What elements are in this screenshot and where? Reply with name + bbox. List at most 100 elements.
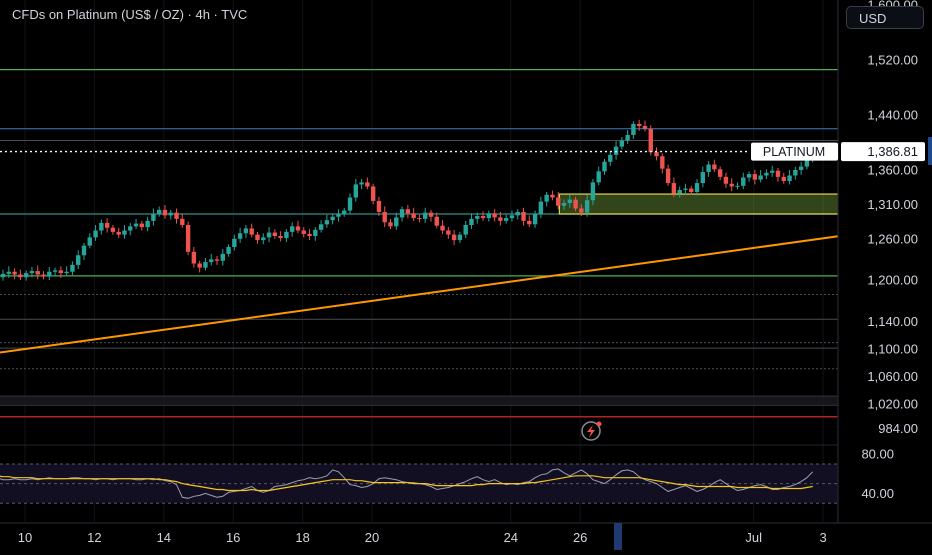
candle-body	[764, 172, 769, 176]
candle	[654, 147, 659, 161]
candle-body	[793, 170, 798, 176]
rsi-tick-label: 40.00	[861, 486, 894, 501]
lightning-icon-bolt	[587, 425, 595, 438]
candle-body	[723, 176, 729, 184]
candle-body	[544, 194, 549, 202]
candle-body	[388, 222, 393, 227]
candle	[752, 170, 758, 185]
trend-line[interactable]	[0, 235, 839, 354]
candle	[625, 130, 630, 144]
currency-selector[interactable]: USD	[846, 6, 924, 29]
candle-body	[527, 220, 532, 225]
candle	[613, 141, 619, 160]
candle	[110, 225, 116, 235]
candle	[561, 199, 567, 210]
candle	[70, 261, 75, 276]
candle	[237, 227, 243, 243]
candle-body	[394, 217, 399, 227]
lightning-icon-ring	[581, 421, 601, 441]
candle-body	[185, 225, 191, 252]
candle-body	[180, 218, 185, 225]
candle-body	[677, 189, 682, 194]
candle	[162, 205, 168, 219]
candle	[457, 231, 463, 243]
candle-body	[781, 176, 786, 181]
candle	[527, 215, 532, 228]
candle	[272, 229, 278, 239]
candle	[243, 225, 249, 239]
candle-body	[625, 134, 630, 141]
candle-body	[590, 182, 596, 201]
candle-body	[226, 247, 231, 254]
candle-body	[428, 212, 434, 217]
price-tick-label: 1,140.00	[867, 314, 918, 329]
candle	[492, 209, 497, 222]
candle-body	[417, 218, 422, 220]
price-axis[interactable]: 1,600.001,520.001,440.001,360.001,310.00…	[751, 0, 932, 550]
candle	[770, 165, 775, 177]
candle	[608, 150, 613, 166]
candle	[596, 166, 601, 186]
candle-body	[214, 259, 220, 261]
price-tick-label: 1,200.00	[867, 273, 918, 288]
candle-body	[261, 237, 266, 241]
time-tick-label: 26	[573, 530, 587, 545]
candle	[203, 258, 208, 271]
candle	[729, 178, 734, 192]
candle	[284, 229, 289, 243]
candle	[434, 212, 439, 229]
candle	[151, 208, 156, 226]
candle-body	[741, 177, 746, 186]
last-price-value: 1,386.81	[867, 144, 918, 159]
candle	[133, 218, 139, 230]
candle-body	[64, 271, 69, 274]
candle	[232, 234, 237, 251]
candle-body	[174, 212, 179, 219]
candle-body	[81, 245, 87, 256]
candle-body	[660, 156, 665, 169]
candle-body	[336, 214, 341, 217]
candle	[336, 209, 341, 222]
lightning-icon-dot	[596, 421, 602, 427]
candle	[781, 172, 786, 184]
candle	[515, 209, 520, 220]
candle-body	[370, 186, 376, 201]
candle	[307, 229, 312, 241]
trend-line-group[interactable]	[0, 235, 839, 354]
candle	[480, 211, 486, 221]
candle	[156, 206, 162, 217]
horizontal-levels[interactable]	[0, 0, 838, 418]
last-price-label[interactable]: PLATINUM 1,386.81	[751, 142, 925, 162]
price-tick-label: 1,310.00	[867, 197, 918, 212]
candle-body	[330, 216, 335, 221]
candle	[6, 266, 12, 278]
candle-body	[99, 222, 104, 231]
candle	[735, 182, 740, 190]
chart-title: CFDs on Platinum (US$ / OZ) · 4h · TVC	[12, 7, 248, 22]
candle	[342, 207, 347, 217]
candle	[723, 172, 729, 188]
candle-body	[203, 262, 208, 268]
candle-body	[735, 185, 740, 187]
candle	[567, 194, 572, 208]
candle-body	[318, 224, 324, 230]
candle	[584, 194, 590, 217]
candle-body	[255, 234, 260, 241]
candle	[168, 209, 173, 220]
candle	[58, 266, 64, 278]
candle	[209, 253, 214, 266]
candle	[197, 260, 202, 273]
candle	[76, 250, 81, 269]
candle-body	[804, 159, 810, 167]
candle-body	[104, 222, 110, 228]
candle	[399, 206, 405, 222]
candle-body	[237, 233, 243, 239]
time-axis[interactable]: 1012141618202426Jul3810	[0, 522, 932, 550]
time-tick-label: 12	[87, 530, 101, 545]
time-tick-label: 24	[504, 530, 518, 545]
price-tick-label: 1,520.00	[867, 53, 918, 68]
candle-body	[775, 170, 781, 177]
candle	[411, 207, 416, 221]
